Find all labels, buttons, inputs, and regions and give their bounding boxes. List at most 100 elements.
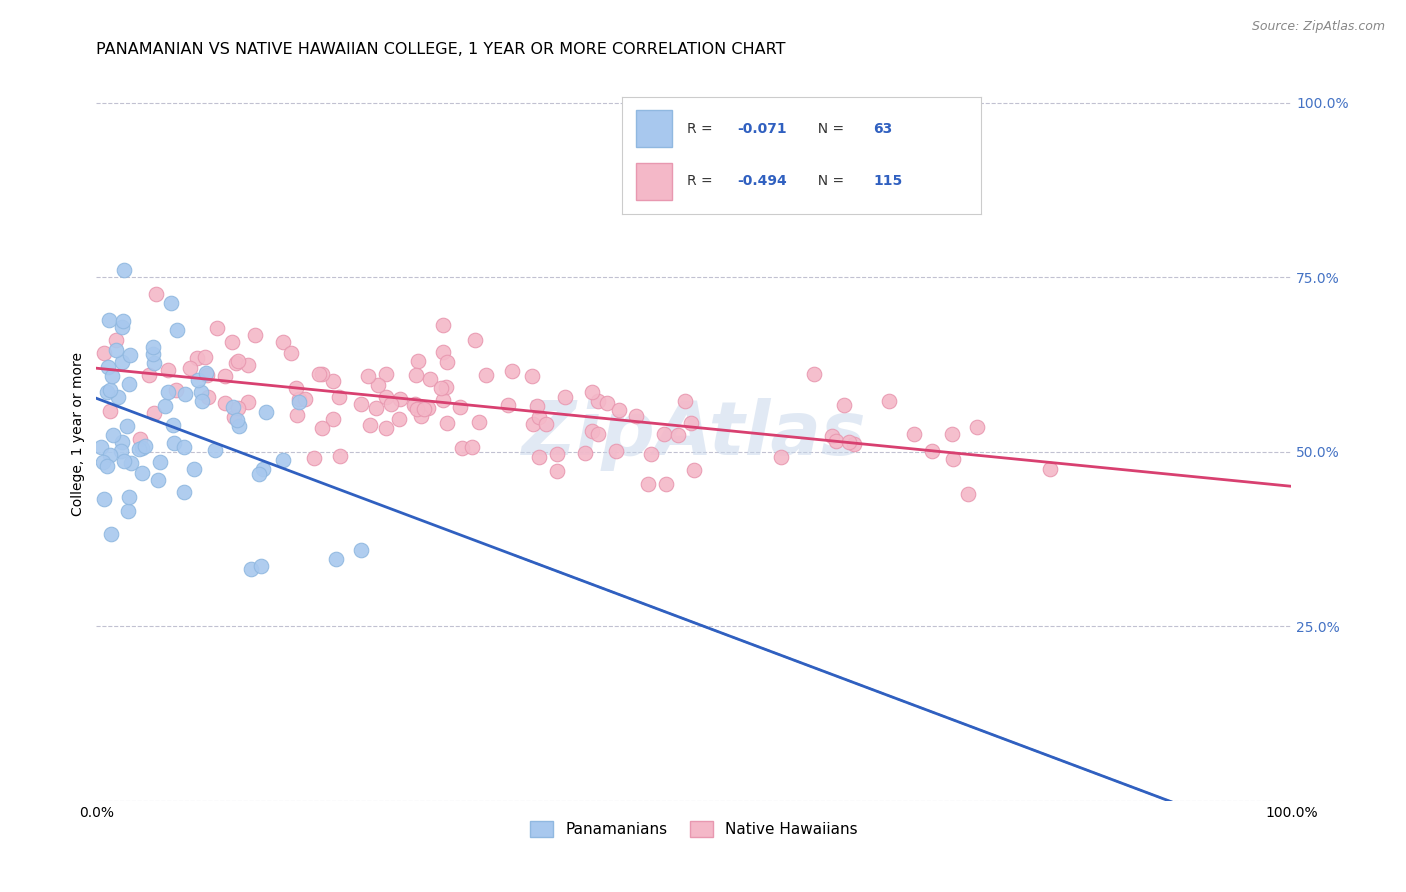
Point: [271, 453, 294, 467]
Point: [97, 313, 120, 327]
Point: [91, 454, 114, 468]
Point: [941, 426, 963, 441]
Point: [475, 368, 498, 383]
Point: [165, 383, 187, 397]
Point: [328, 390, 350, 404]
Point: [97, 360, 120, 375]
Point: [607, 403, 630, 417]
Point: [96, 385, 118, 400]
Point: [225, 356, 247, 370]
Point: [595, 395, 617, 409]
Point: [554, 390, 576, 404]
Point: [117, 419, 139, 434]
Point: [574, 446, 596, 460]
Point: [247, 467, 270, 481]
Point: [367, 377, 389, 392]
Point: [252, 462, 274, 476]
Point: [586, 394, 609, 409]
Point: [100, 404, 122, 418]
Point: [120, 456, 142, 470]
Point: [527, 409, 550, 424]
Point: [322, 412, 344, 426]
Point: [294, 392, 316, 407]
Point: [157, 362, 180, 376]
Point: [581, 424, 603, 438]
Point: [605, 444, 627, 458]
Point: [163, 436, 186, 450]
Point: [204, 442, 226, 457]
Point: [285, 408, 308, 422]
Point: [666, 428, 689, 442]
Point: [191, 393, 214, 408]
Point: [406, 401, 429, 416]
Point: [374, 367, 396, 381]
Point: [96, 458, 118, 473]
Point: [112, 263, 135, 277]
Point: [190, 385, 212, 400]
Point: [640, 446, 662, 460]
Point: [173, 485, 195, 500]
Point: [501, 364, 523, 378]
Point: [187, 373, 209, 387]
Point: [138, 368, 160, 382]
Point: [93, 491, 115, 506]
Point: [162, 417, 184, 432]
Point: [131, 466, 153, 480]
Point: [966, 420, 988, 434]
Point: [183, 461, 205, 475]
Point: [250, 558, 273, 573]
Point: [624, 409, 647, 423]
Point: [770, 450, 793, 465]
Point: [195, 368, 218, 382]
Point: [226, 401, 249, 415]
Point: [527, 450, 550, 465]
Point: [803, 367, 825, 381]
Point: [134, 439, 156, 453]
Point: [432, 393, 454, 408]
Point: [903, 426, 925, 441]
Point: [652, 427, 675, 442]
Point: [93, 346, 115, 360]
Point: [434, 379, 457, 393]
Point: [375, 390, 398, 404]
Point: [90, 440, 112, 454]
Text: Source: ZipAtlas.com: Source: ZipAtlas.com: [1251, 20, 1385, 33]
Point: [118, 377, 141, 392]
Point: [128, 432, 150, 446]
Point: [520, 369, 543, 384]
Point: [166, 323, 188, 337]
Point: [236, 358, 259, 372]
Point: [534, 417, 557, 431]
Point: [118, 490, 141, 504]
Point: [186, 351, 208, 366]
Point: [224, 410, 246, 425]
Point: [364, 401, 387, 415]
Point: [304, 450, 326, 465]
Point: [402, 398, 425, 412]
Point: [254, 404, 277, 418]
Text: PANAMANIAN VS NATIVE HAWAIIAN COLLEGE, 1 YEAR OR MORE CORRELATION CHART: PANAMANIAN VS NATIVE HAWAIIAN COLLEGE, 1…: [97, 42, 786, 57]
Point: [288, 395, 311, 409]
Point: [145, 286, 167, 301]
Point: [214, 368, 236, 383]
Point: [179, 360, 201, 375]
Point: [245, 328, 267, 343]
Point: [325, 552, 347, 566]
Point: [389, 392, 412, 406]
Point: [288, 392, 311, 406]
Point: [461, 440, 484, 454]
Point: [546, 464, 568, 478]
Point: [308, 368, 330, 382]
Point: [236, 394, 259, 409]
Point: [197, 390, 219, 404]
Point: [436, 355, 458, 369]
Point: [100, 526, 122, 541]
Point: [683, 463, 706, 477]
Point: [432, 318, 454, 332]
Point: [111, 355, 134, 369]
Point: [380, 397, 402, 411]
Point: [142, 340, 165, 354]
Point: [921, 443, 943, 458]
Point: [128, 442, 150, 456]
Point: [117, 504, 139, 518]
